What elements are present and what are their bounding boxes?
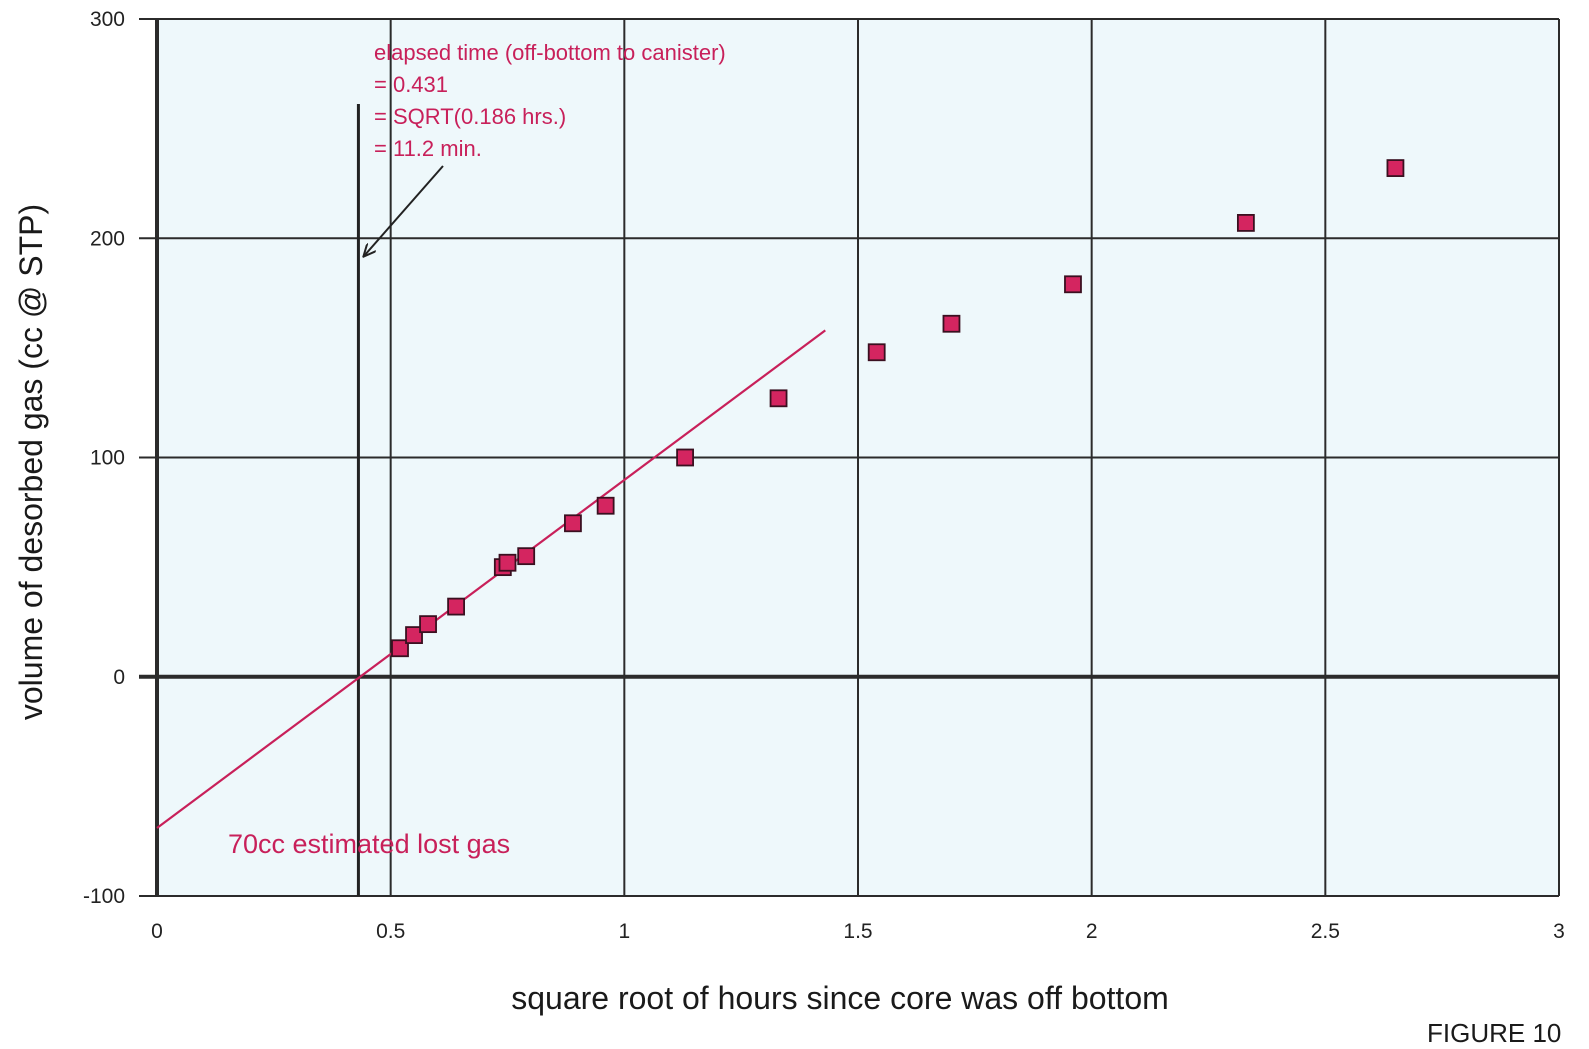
x-tick-label: 2	[1086, 920, 1098, 943]
data-points	[391, 159, 1405, 658]
x-tick-label: 2.5	[1311, 920, 1340, 943]
data-point	[498, 553, 517, 572]
x-tick-label: 3	[1553, 920, 1565, 943]
x-tick-label: 0.5	[376, 920, 405, 943]
data-point	[1064, 275, 1082, 294]
annotation-elapsed-line-3: = SQRT(0.186 hrs.)	[374, 104, 566, 129]
annotation-elapsed-line-4: = 11.2 min.	[374, 136, 482, 161]
figure-label: FIGURE 10	[1427, 1018, 1562, 1048]
data-point	[769, 389, 788, 408]
x-tick-label: 1	[618, 920, 630, 943]
y-tick-label: 0	[113, 666, 125, 689]
data-point	[391, 639, 409, 658]
y-tick-label: 200	[90, 227, 125, 250]
annotation-lost-gas: 70cc estimated lost gas	[228, 829, 510, 859]
y-tick-label: -100	[83, 885, 125, 908]
data-point	[517, 547, 536, 566]
data-point	[405, 626, 423, 644]
y-tick-label: 100	[90, 447, 125, 470]
data-point	[942, 314, 961, 333]
data-point	[1386, 159, 1405, 177]
data-point	[419, 615, 437, 634]
y-tick-labels: -100 0 100 200 300	[83, 8, 125, 908]
y-tick-label: 300	[90, 8, 125, 31]
data-point	[867, 343, 886, 362]
y-axis-title: volume of desorbed gas (cc @ STP)	[13, 204, 49, 720]
annotation-elapsed-line-1: elapsed time (off-bottom to canister)	[374, 40, 726, 65]
x-tick-label: 0	[151, 920, 163, 943]
annotation-elapsed-line-2: = 0.431	[374, 72, 448, 97]
lost-gas-fit-line	[156, 329, 826, 829]
data-point	[564, 514, 582, 533]
data-point	[1236, 214, 1255, 232]
data-point	[676, 448, 694, 467]
grid	[139, 18, 1560, 897]
data-point	[447, 597, 465, 616]
x-tick-label: 1.5	[843, 920, 872, 943]
data-point	[596, 496, 615, 515]
x-tick-labels: 0 0.5 1 1.5 2 2.5 3	[151, 920, 1565, 943]
annotation-arrow	[364, 165, 444, 256]
x-axis-title: square root of hours since core was off …	[511, 980, 1169, 1016]
